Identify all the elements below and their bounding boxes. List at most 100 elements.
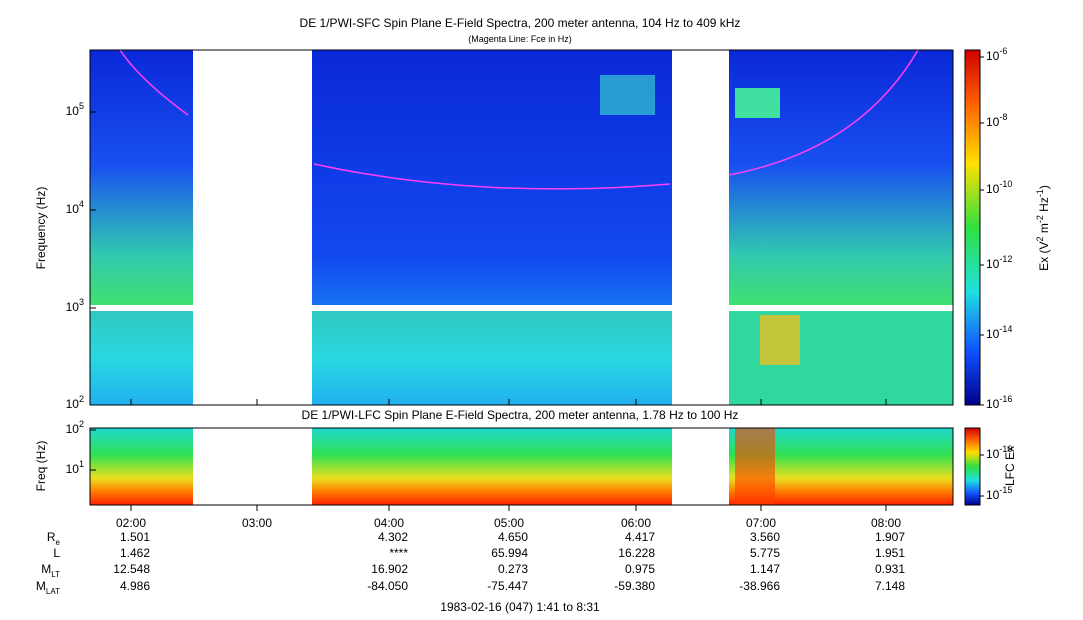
tick-exp: 1 bbox=[79, 459, 84, 469]
bottom-y-label: Freq (Hz) bbox=[34, 441, 48, 492]
ephemeris-value: 4.650 bbox=[498, 530, 528, 544]
tick-label: 10-15 bbox=[986, 485, 1012, 502]
tick-label: 101 bbox=[66, 459, 84, 476]
tick-exp: -16 bbox=[999, 394, 1012, 404]
tick-exp: -10 bbox=[999, 444, 1012, 454]
tick-exp: 2 bbox=[79, 419, 84, 429]
tick-label: 104 bbox=[66, 199, 84, 216]
label-sub: LAT bbox=[46, 587, 60, 596]
ephemeris-value: -75.447 bbox=[487, 579, 528, 593]
tick-exp: 5 bbox=[79, 101, 84, 111]
tick-base: 10 bbox=[66, 300, 80, 314]
tick-base: 10 bbox=[66, 397, 80, 411]
colorbar-label: Ex (V2 m-2 Hz-1) bbox=[1035, 185, 1051, 271]
label-part: Ex (V bbox=[1037, 242, 1051, 271]
footer: 1983-02-16 (047) 1:41 to 8:31 bbox=[440, 600, 600, 614]
tick-base: 10 bbox=[986, 257, 1000, 271]
ephemeris-value: 0.931 bbox=[875, 562, 905, 576]
tick-label: 10-10 bbox=[986, 444, 1012, 461]
top-y-label: Frequency (Hz) bbox=[34, 187, 48, 270]
tick-label: 10-10 bbox=[986, 179, 1012, 196]
tick-exp: -14 bbox=[999, 324, 1012, 334]
tick-exp: -6 bbox=[999, 46, 1007, 56]
tick-base: 10 bbox=[66, 202, 80, 216]
tick-label: 103 bbox=[66, 297, 84, 314]
tick-label: 10-14 bbox=[986, 324, 1012, 341]
bottom-colorbar-label: LFC Ex bbox=[1003, 446, 1017, 486]
ephemeris-value: 1.951 bbox=[875, 546, 905, 560]
bottom-title: DE 1/PWI-LFC Spin Plane E-Field Spectra,… bbox=[302, 408, 739, 422]
tick-exp: -10 bbox=[999, 179, 1012, 189]
tick-exp: -15 bbox=[999, 485, 1012, 495]
ephemeris-value: -84.050 bbox=[367, 579, 408, 593]
tick-base: 10 bbox=[66, 422, 80, 436]
ephemeris-label: MLAT bbox=[36, 579, 60, 596]
tick-label: 102 bbox=[66, 394, 84, 411]
label-part: m bbox=[1037, 223, 1051, 236]
label-main: L bbox=[53, 546, 60, 560]
ephemeris-label: L bbox=[53, 546, 60, 560]
ephemeris-value: 4.417 bbox=[625, 530, 655, 544]
tick-base: 10 bbox=[986, 115, 1000, 129]
tick-base: 10 bbox=[986, 182, 1000, 196]
top-title: DE 1/PWI-SFC Spin Plane E-Field Spectra,… bbox=[300, 16, 741, 30]
label-part: -1 bbox=[1035, 189, 1045, 197]
tick-base: 10 bbox=[66, 462, 80, 476]
ephemeris-value: 3.560 bbox=[750, 530, 780, 544]
tick-label: 10-12 bbox=[986, 254, 1012, 271]
label-sub: LT bbox=[51, 570, 60, 579]
ephemeris-value: 1.907 bbox=[875, 530, 905, 544]
ephemeris-label: MLT bbox=[41, 562, 60, 579]
ephemeris-value: 7.148 bbox=[875, 579, 905, 593]
tick-base: 10 bbox=[986, 327, 1000, 341]
ephemeris-value: 65.994 bbox=[491, 546, 528, 560]
ephemeris-value: -38.966 bbox=[739, 579, 780, 593]
label-main: M bbox=[41, 562, 51, 576]
label-main: M bbox=[36, 579, 46, 593]
x-tick-label: 04:00 bbox=[374, 516, 404, 530]
x-tick-label: 07:00 bbox=[746, 516, 776, 530]
tick-base: 10 bbox=[986, 49, 1000, 63]
tick-exp: -8 bbox=[999, 112, 1007, 122]
tick-exp: 3 bbox=[79, 297, 84, 307]
x-tick-label: 03:00 bbox=[242, 516, 272, 530]
label-main: R bbox=[47, 530, 56, 544]
label-part: 2 bbox=[1035, 237, 1045, 242]
tick-exp: 2 bbox=[79, 394, 84, 404]
x-tick-label: 02:00 bbox=[116, 516, 146, 530]
label-part: Hz bbox=[1037, 197, 1051, 215]
tick-label: 10-6 bbox=[986, 46, 1007, 63]
ephemeris-value: -59.380 bbox=[614, 579, 655, 593]
x-tick-label: 06:00 bbox=[621, 516, 651, 530]
tick-base: 10 bbox=[986, 447, 1000, 461]
tick-exp: 4 bbox=[79, 199, 84, 209]
label-sub: e bbox=[56, 538, 61, 547]
ephemeris-value: 4.986 bbox=[120, 579, 150, 593]
tick-label: 10-8 bbox=[986, 112, 1007, 129]
tick-label: 105 bbox=[66, 101, 84, 118]
ephemeris-value: 1.501 bbox=[120, 530, 150, 544]
tick-label: 102 bbox=[66, 419, 84, 436]
ephemeris-value: 16.902 bbox=[371, 562, 408, 576]
top-subtitle: (Magenta Line: Fce in Hz) bbox=[468, 34, 572, 44]
x-tick-label: 05:00 bbox=[494, 516, 524, 530]
tick-label: 10-16 bbox=[986, 394, 1012, 411]
ephemeris-label: Re bbox=[47, 530, 61, 547]
label-part: ) bbox=[1037, 185, 1051, 189]
tick-base: 10 bbox=[986, 397, 1000, 411]
ephemeris-value: 12.548 bbox=[113, 562, 150, 576]
x-tick-label: 08:00 bbox=[871, 516, 901, 530]
ephemeris-value: 0.273 bbox=[498, 562, 528, 576]
tick-exp: -12 bbox=[999, 254, 1012, 264]
ephemeris-value: 4.302 bbox=[378, 530, 408, 544]
tick-base: 10 bbox=[986, 488, 1000, 502]
spectrogram bbox=[89, 49, 981, 506]
ephemeris-value: 1.462 bbox=[120, 546, 150, 560]
tick-base: 10 bbox=[66, 104, 80, 118]
label-part: -2 bbox=[1035, 215, 1045, 223]
ephemeris-value: 5.775 bbox=[750, 546, 780, 560]
ephemeris-value: **** bbox=[389, 546, 408, 560]
ephemeris-value: 16.228 bbox=[618, 546, 655, 560]
ephemeris-value: 0.975 bbox=[625, 562, 655, 576]
